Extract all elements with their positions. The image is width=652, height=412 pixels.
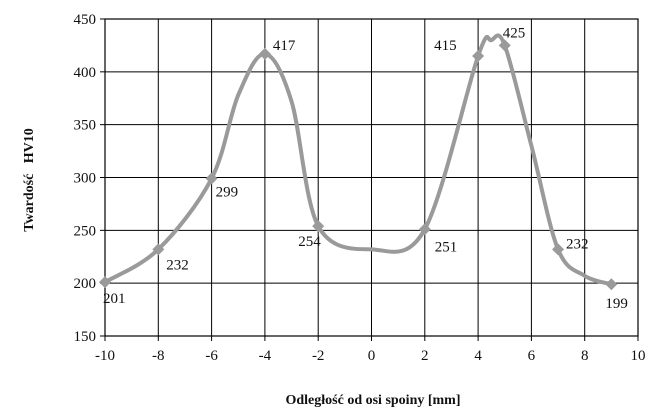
y-tick-label: 350 <box>74 118 97 134</box>
series-line <box>103 33 612 287</box>
x-tick-label: -6 <box>205 348 218 364</box>
data-labels: 201 232 299 417 254 251 415 425 232 199 <box>103 25 628 312</box>
y-tick-label: 250 <box>74 223 97 239</box>
grid <box>100 18 639 341</box>
x-tick-label: 8 <box>581 348 589 364</box>
y-tick-label: 200 <box>74 276 97 292</box>
x-tick-label: 10 <box>631 348 646 364</box>
tick-labels: -10 -8 -6 -4 -2 0 2 4 6 8 10 150 200 250 300 350 400 450 <box>74 12 646 364</box>
x-tick-label: 0 <box>368 348 376 364</box>
series-line-layer <box>103 33 612 287</box>
y-axis-title: Twardość HV10 <box>22 128 37 232</box>
x-tick-label: 4 <box>474 348 482 364</box>
x-axis-title: Odległość od osi spoiny [mm] <box>285 393 460 408</box>
y-tick-label: 150 <box>74 329 97 345</box>
data-label: 232 <box>566 236 589 252</box>
data-point <box>258 47 271 60</box>
data-point <box>205 172 218 185</box>
x-tick-label: 2 <box>421 348 429 364</box>
plot-frame <box>104 18 639 337</box>
data-point <box>99 276 111 289</box>
y-tick-label: 400 <box>74 65 97 81</box>
data-point <box>418 223 431 236</box>
data-label: 415 <box>434 38 457 54</box>
x-tick-label: -10 <box>95 348 115 364</box>
x-tick-label: 6 <box>528 348 536 364</box>
x-tick-label: -2 <box>312 348 325 364</box>
data-label: 299 <box>216 185 239 201</box>
data-label: 199 <box>605 296 628 312</box>
data-point <box>605 278 618 291</box>
data-label: 251 <box>435 239 458 255</box>
data-label: 232 <box>166 257 189 273</box>
data-point <box>152 243 165 256</box>
data-label: 201 <box>103 291 126 307</box>
data-point <box>472 49 485 62</box>
data-label: 425 <box>503 25 526 41</box>
data-label: 417 <box>273 38 296 54</box>
y-tick-label: 450 <box>74 12 97 28</box>
data-points <box>99 39 618 291</box>
data-point <box>312 220 325 233</box>
data-label: 254 <box>298 234 321 250</box>
y-tick-label: 300 <box>74 171 97 187</box>
data-point <box>552 243 565 256</box>
data-point <box>498 39 511 52</box>
x-tick-label: -4 <box>259 348 272 364</box>
x-tick-label: -8 <box>152 348 165 364</box>
